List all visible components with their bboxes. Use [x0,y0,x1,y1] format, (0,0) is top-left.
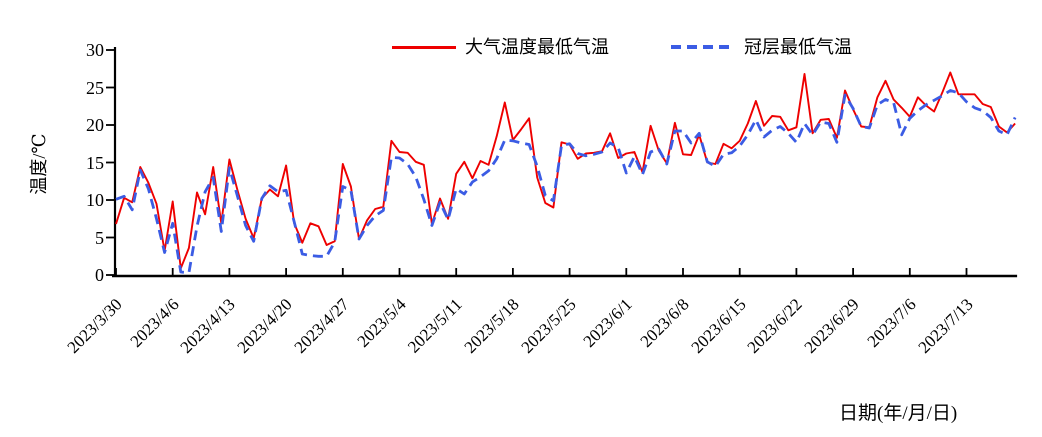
y-tick-label: 15 [86,152,104,173]
y-axis-title: 温度/℃ [29,133,49,195]
y-tick-label: 20 [86,115,104,135]
legend-line-air [392,45,456,49]
y-tick-label: 25 [86,77,104,98]
legend-line-canopy [671,45,735,49]
legend: 大气温度最低气温 冠层最低气温 [392,38,852,56]
y-tick-label: 0 [95,265,104,285]
x-axis-title: 日期(年/月/日) [839,403,958,424]
y-tick-label: 30 [86,40,104,60]
legend-label-canopy: 冠层最低气温 [744,37,852,57]
legend-label-air: 大气温度最低气温 [465,37,609,57]
y-tick-label: 5 [95,227,104,248]
series-canopy-min-temp-line [115,89,1017,275]
y-tick-label: 10 [86,190,104,210]
